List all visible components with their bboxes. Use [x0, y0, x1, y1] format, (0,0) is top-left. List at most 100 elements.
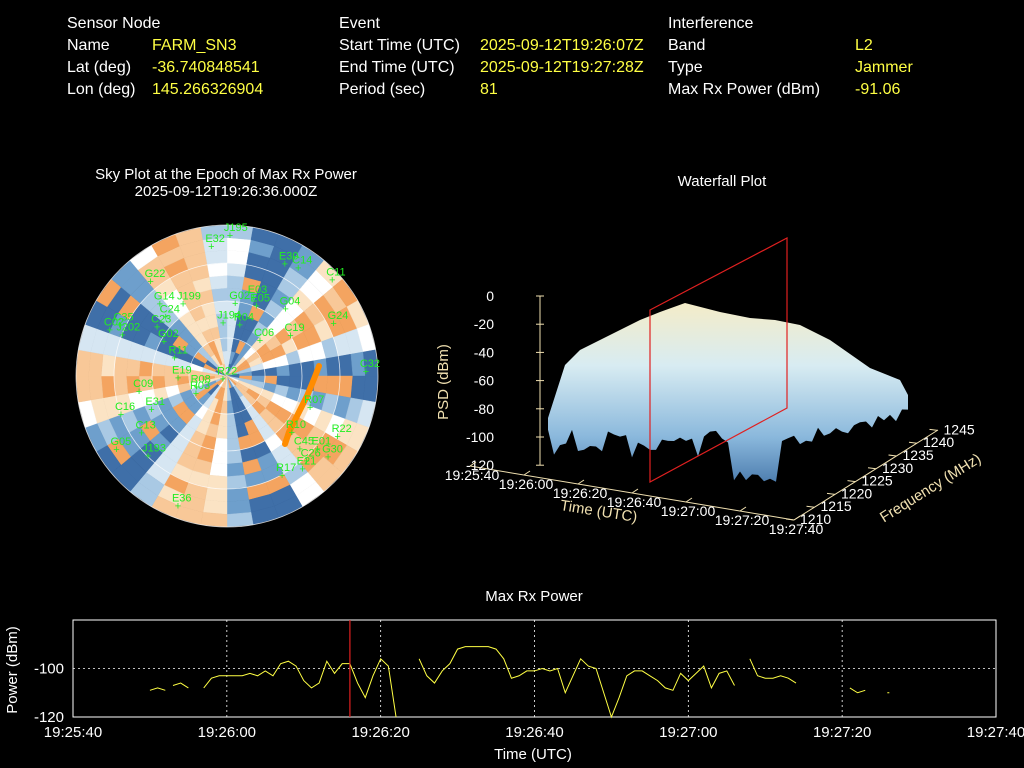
power-segment: [418, 646, 735, 719]
satellite-c09: +C09: [133, 378, 153, 398]
satellite-r07: +R07: [304, 394, 324, 414]
satellite-label: R03: [190, 380, 210, 392]
sky-cell: [226, 437, 241, 452]
z-tick-label: -100: [466, 429, 494, 445]
interference-band: L2: [855, 37, 873, 54]
frequency-tick-label: 1230: [882, 460, 913, 476]
sky-cell: [200, 512, 228, 527]
satellite-c23: +C23: [151, 314, 171, 334]
power-segment: [149, 687, 166, 691]
sky-cell: [363, 375, 378, 403]
satellite-label: C09: [133, 378, 153, 390]
satellite-g14: +G14: [154, 291, 175, 311]
satellite-r10: +R10: [286, 419, 306, 439]
satellite-c45: +C45: [294, 435, 314, 455]
satellite-marker: +: [303, 455, 309, 467]
skyplot-title-text: Sky Plot at the Epoch of Max Rx Power: [95, 166, 357, 183]
sky-cell: [207, 262, 228, 278]
satellite-label: R10: [286, 419, 306, 431]
satellite-label: J202: [116, 322, 140, 334]
interference-info: Interference Band L2 Type Jammer Max Rx Po…: [668, 13, 913, 101]
satellite-label: C23: [151, 314, 171, 326]
satellite-g02b: +G02: [158, 328, 179, 348]
satellite-marker: +: [250, 292, 256, 304]
satellite-label: R11: [169, 345, 188, 357]
satellite-label: C19: [284, 322, 304, 334]
satellite-marker: +: [161, 336, 167, 348]
time-tick-label: 19:26:00: [499, 476, 554, 492]
z-tick-label: -20: [474, 316, 494, 332]
frequency-tick-label: 1210: [800, 511, 831, 527]
sky-cell: [276, 364, 291, 377]
maxrx-label: Max Rx Power (dBm): [668, 81, 821, 98]
satellite-label: C14: [292, 255, 312, 267]
sky-cell: [113, 356, 129, 377]
satellite-marker: +: [147, 276, 153, 288]
x-axis-label: Time (UTC): [494, 746, 572, 763]
x-tick-label: 19:27:40: [967, 724, 1024, 741]
satellite-label: J195: [224, 222, 248, 234]
satellite-marker: +: [307, 402, 313, 414]
satellite-g22: +G22: [145, 268, 166, 288]
sky-cell: [209, 462, 228, 477]
frequency-tick-label: 1245: [944, 421, 975, 437]
satellite-marker: +: [325, 452, 331, 464]
z-tick-label: -60: [474, 373, 494, 389]
satellite-marker: +: [208, 241, 214, 253]
satellite-c02: +C02: [104, 316, 124, 336]
satellite-label: C16: [115, 401, 135, 413]
satellite-label: G14: [154, 291, 175, 303]
interference-header: Interference: [668, 15, 754, 32]
satellite-label: C26: [301, 447, 321, 459]
satellite-j194: +J194: [217, 309, 241, 329]
satellite-label: C45: [294, 435, 314, 447]
sky-cell: [211, 450, 228, 465]
frequency-tick-mark: [888, 454, 897, 457]
event-start: 2025-09-12T19:26:07Z: [480, 37, 644, 54]
satellite-c16: +C16: [115, 401, 135, 421]
satellite-marker: +: [220, 317, 226, 329]
time-tick-label: 19:26:20: [553, 485, 608, 501]
sky-cell: [226, 487, 250, 503]
satellite-label: E01: [312, 435, 332, 447]
satellite-label: R08: [191, 373, 211, 385]
satellite-marker: +: [154, 322, 160, 334]
satellite-marker: +: [297, 443, 303, 455]
sky-cell: [76, 375, 91, 403]
satellite-r22b: +R22: [332, 423, 352, 443]
y-tick-label: -120: [34, 709, 64, 726]
sky-cell: [226, 275, 245, 290]
satellite-label: E36: [172, 492, 192, 504]
satellite-marker: +: [289, 427, 295, 439]
event-end: 2025-09-12T19:27:28Z: [480, 59, 644, 76]
satellite-label: J193: [142, 443, 166, 455]
sky-cell: [151, 375, 166, 390]
satellite-j199: +J199: [177, 290, 201, 310]
satellite-e01: +E01: [312, 435, 332, 455]
satellite-label: E21: [297, 456, 317, 468]
sensor-name: FARM_SN3: [152, 37, 237, 54]
satellite-g02: +G02: [229, 290, 250, 310]
satellite-marker: +: [237, 319, 243, 331]
sky-cell: [363, 349, 378, 377]
satellite-e03: +E03: [248, 284, 268, 304]
time-ticks: 19:25:4019:26:0019:26:2019:26:4019:27:00…: [445, 461, 824, 537]
sky-cell: [138, 360, 153, 377]
sky-cell: [209, 275, 228, 290]
satellite-c14: +C14: [292, 255, 312, 275]
sky-cell: [226, 425, 239, 440]
satellite-marker: +: [113, 444, 119, 456]
frequency-tick-mark: [908, 441, 918, 444]
end-label: End Time (UTC): [339, 59, 455, 76]
frequency-tick-label: 1220: [841, 485, 872, 501]
satellite-marker: +: [282, 304, 288, 316]
satellite-marker: +: [232, 298, 238, 310]
sky-cell: [226, 262, 247, 278]
satellite-marker: +: [145, 451, 151, 463]
satellite-label: E31: [145, 396, 165, 408]
satellite-label: C24: [160, 304, 180, 316]
frequency-tick-label: 1215: [821, 498, 852, 514]
time-tick-label: 19:27:40: [769, 521, 824, 537]
satellite-label: E05: [250, 292, 270, 304]
